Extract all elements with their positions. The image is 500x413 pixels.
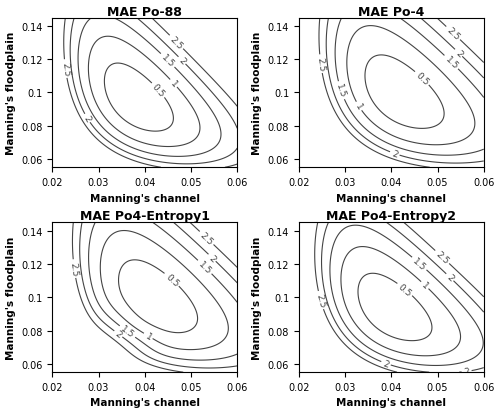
Text: 1: 1 [420,280,430,291]
Title: MAE Po4-Entropy2: MAE Po4-Entropy2 [326,210,456,223]
X-axis label: Manning's channel: Manning's channel [336,397,446,408]
Text: 2: 2 [444,273,455,283]
Text: 0.5: 0.5 [150,82,166,99]
Text: 2.5: 2.5 [60,62,71,77]
Text: 1.5: 1.5 [443,55,460,71]
Text: 2.5: 2.5 [445,26,462,42]
Text: 2.5: 2.5 [316,57,326,72]
Text: 0.5: 0.5 [414,71,430,87]
Title: MAE Po-4: MAE Po-4 [358,5,424,19]
Text: 2: 2 [382,358,390,369]
Title: MAE Po-88: MAE Po-88 [108,5,182,19]
Text: 1.5: 1.5 [334,83,347,99]
Text: 2: 2 [177,56,187,66]
Text: 0.5: 0.5 [396,282,413,298]
Text: 1.5: 1.5 [119,324,136,340]
X-axis label: Manning's channel: Manning's channel [90,193,200,203]
Y-axis label: Manning's floodplain: Manning's floodplain [6,236,16,359]
Text: 1: 1 [144,331,153,342]
Text: 1: 1 [168,79,179,89]
Text: 2: 2 [82,114,92,123]
Text: 2: 2 [463,367,470,376]
X-axis label: Manning's channel: Manning's channel [336,193,446,203]
Text: 2: 2 [390,149,399,159]
Text: 2.5: 2.5 [434,249,450,266]
Text: 1.5: 1.5 [160,53,176,69]
Text: 1.5: 1.5 [411,256,428,272]
Title: MAE Po4-Entropy1: MAE Po4-Entropy1 [80,210,210,223]
Text: 2.5: 2.5 [198,230,215,247]
Text: 0.5: 0.5 [164,272,180,288]
Y-axis label: Manning's floodplain: Manning's floodplain [6,32,16,154]
Text: 2: 2 [454,48,464,59]
Text: 2.5: 2.5 [69,261,80,277]
Text: 2.5: 2.5 [314,292,327,309]
Text: 2: 2 [207,253,218,263]
Y-axis label: Manning's floodplain: Manning's floodplain [252,236,262,359]
Y-axis label: Manning's floodplain: Manning's floodplain [252,32,262,154]
X-axis label: Manning's channel: Manning's channel [90,397,200,408]
Text: 1.5: 1.5 [196,259,213,275]
Text: 1: 1 [354,102,364,112]
Text: 2.5: 2.5 [168,35,184,51]
Text: 2: 2 [114,329,124,339]
